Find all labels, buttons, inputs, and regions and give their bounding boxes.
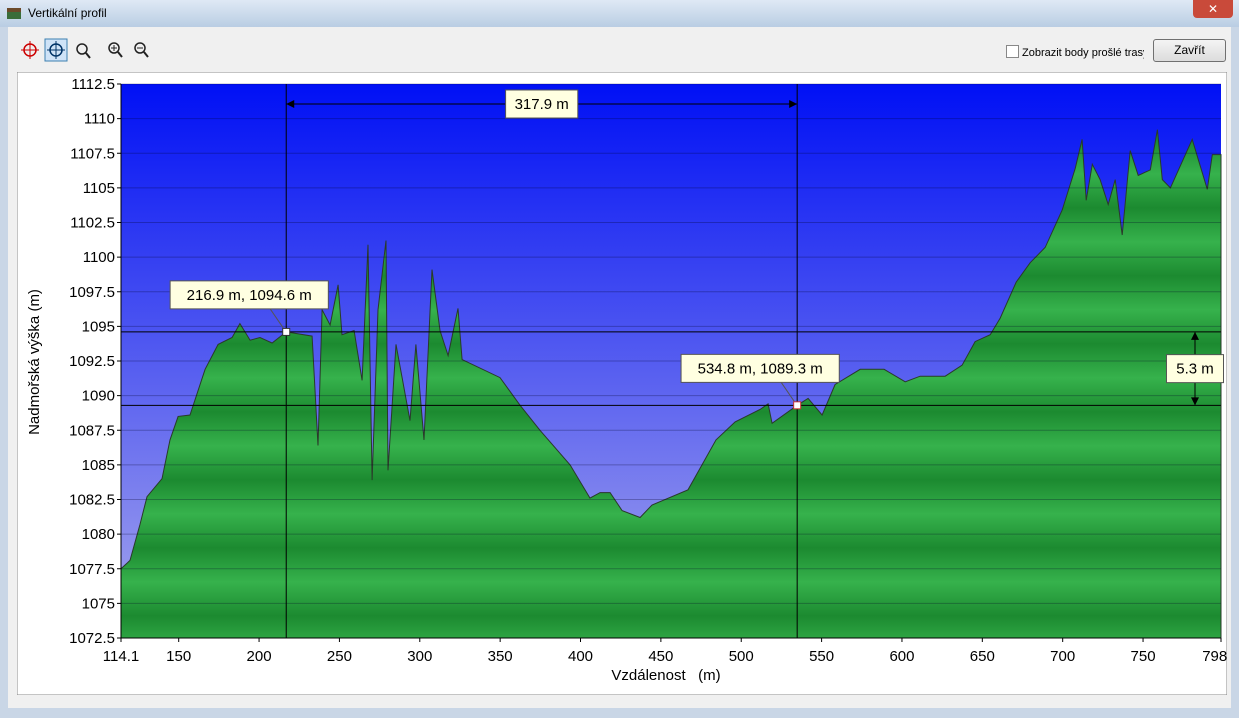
x-tick-label: 700 [1050,648,1075,665]
checkbox-label: Zobrazit body prošlé trasy [1022,47,1144,59]
y-tick-label: 1080 [82,526,115,543]
cursor-tooltip: 534.8 m, 1089.3 m [680,353,840,383]
show-points-checkbox[interactable]: Zobrazit body prošlé trasy [1006,45,1144,59]
y-tick-label: 1075 [82,595,115,612]
cursor-tooltip-text: 216.9 m, 1094.6 m [187,287,312,304]
y-tick-label: 1092.5 [69,353,115,370]
tooltip-pointer [780,382,795,402]
y-tick-label: 1110 [84,111,115,128]
y-tick-label: 1087.5 [69,422,115,439]
x-tick-label: 300 [407,648,432,665]
app-icon [7,8,21,19]
distance-label-text: 317.9 m [515,96,569,113]
cursor-tooltip-box [680,353,840,383]
height-label: 5.3 m [1166,354,1224,384]
cursor-tooltip: 216.9 m, 1094.6 m [169,280,329,310]
close-button[interactable]: Zavřít [1153,39,1226,62]
x-tick-label: 798.5 [1202,648,1227,665]
cursor-point [282,327,291,336]
y-tick-label: 1095 [82,318,115,335]
x-axis-label: Vzdálenost (m) [611,667,720,684]
x-tick-label: 450 [648,648,673,665]
arrow-head [1191,331,1199,406]
cursor-point [793,401,802,410]
x-tick-label: 250 [327,648,352,665]
x-tick-label: 500 [729,648,754,665]
x-tick-label: 400 [568,648,593,665]
y-tick-label: 1077.5 [69,561,115,578]
x-tick-label: 150 [166,648,191,665]
cursor-tooltip-box [169,280,329,310]
elevation-area [120,129,1222,639]
height-label-box [1166,354,1224,384]
x-tick-label: 200 [247,648,272,665]
x-tick-label: 650 [970,648,995,665]
tool-icons[interactable] [18,37,158,67]
y-tick-label: 1102.5 [70,215,115,232]
close-window[interactable]: ✕ [1193,0,1233,18]
distance-label-box [505,89,579,119]
x-tick-label: 114.1 [103,648,139,665]
x-tick-label: 550 [809,648,834,665]
y-tick-label: 1090 [82,388,115,405]
y-tick-label: 1107.5 [70,145,115,162]
tooltip-pointer [269,308,284,329]
x-tick-label: 600 [889,648,914,665]
y-axis-label: Nadmořská výška (m) [26,289,43,435]
y-tick-label: 1112.5 [71,76,115,93]
title-bar: Vertikální profil ✕ [0,0,1239,27]
chart: Vzdálenost (m) Nadmořská výška (m) 1072.… [17,72,1227,695]
y-tick-label: 1100 [83,249,115,266]
height-label-text: 5.3 m [1176,361,1214,378]
y-tick-label: 1105 [83,180,115,197]
x-tick-label: 750 [1131,648,1156,665]
cursor-tooltip-text: 534.8 m, 1089.3 m [698,360,823,377]
y-tick-label: 1097.5 [69,284,115,301]
distance-label: 317.9 m [505,89,579,119]
x-tick-label: 350 [488,648,513,665]
y-tick-label: 1082.5 [69,492,115,509]
toolbar: Zobrazit body prošlé trasy Zavřít [8,27,1231,72]
window-title: Vertikální profil [28,6,107,20]
y-tick-label: 1085 [82,457,115,474]
y-tick-label: 1072.5 [69,630,115,647]
